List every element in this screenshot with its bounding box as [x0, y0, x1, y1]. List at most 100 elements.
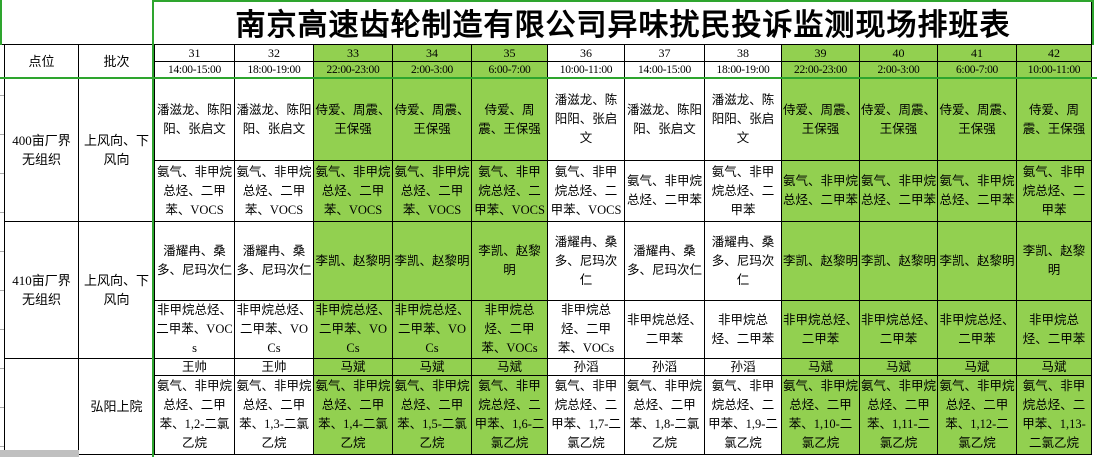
people-r2-c38[interactable]: 潘耀冉、桑多、尼玛次仁	[705, 222, 782, 301]
pollutants-r1-c32[interactable]: 氨气、非甲烷总烃、二甲苯、VOCS	[235, 161, 314, 222]
batch-no-38[interactable]: 38	[705, 45, 782, 62]
batch-no-31[interactable]: 31	[155, 45, 235, 62]
pollutants-r2-c42[interactable]: 非甲烷总烃、二甲苯	[1017, 301, 1092, 359]
batch-no-41[interactable]: 41	[938, 45, 1017, 62]
pollutants-r1-c41[interactable]: 氨气、非甲烷总烃、二甲苯	[938, 161, 1017, 222]
people-r2-c33[interactable]: 李凯、赵黎明	[314, 222, 393, 301]
people-r1-c36[interactable]: 潘滋龙、陈阳阳、张启文	[548, 79, 625, 161]
pollutants-r1-c40[interactable]: 氨气、非甲烷总烃、二甲苯	[860, 161, 938, 222]
batch-no-35[interactable]: 35	[472, 45, 548, 62]
pollutants-r3-c38[interactable]: 氨气、非甲烷总烃、二甲苯、1,9-二氯乙烷	[705, 376, 782, 455]
people-r1-c33[interactable]: 侍爱、周震、王保强	[314, 79, 393, 161]
batch-no-33[interactable]: 33	[314, 45, 393, 62]
people-r2-c36[interactable]: 潘耀冉、桑多、尼玛次仁	[548, 222, 625, 301]
pollutants-r3-c39[interactable]: 氨气、非甲烷总烃、二甲苯、1,10-二氯乙烷	[782, 376, 860, 455]
pollutants-r2-c39[interactable]: 非甲烷总烃、二甲苯	[782, 301, 860, 359]
pollutants-r1-c39[interactable]: 氨气、非甲烷总烃、二甲苯	[782, 161, 860, 222]
pollutants-r2-c36[interactable]: 非甲烷总烃、二甲苯、VOCs	[548, 301, 625, 359]
people-r1-c38[interactable]: 潘滋龙、陈阳阳、张启文	[705, 79, 782, 161]
time-34[interactable]: 2:00-3:00	[393, 62, 472, 79]
pollutants-r2-c33[interactable]: 非甲烷总烃、二甲苯、VOCs	[314, 301, 393, 359]
people-r2-c32[interactable]: 潘耀冉、桑多、尼玛次仁	[235, 222, 314, 301]
pollutants-r1-c38[interactable]: 氨气、非甲烷总烃、二甲苯	[705, 161, 782, 222]
pollutants-r3-c42[interactable]: 氨气、非甲烷总烃、二甲苯、1,13-二氯乙烷	[1017, 376, 1092, 455]
top-left-blank-cell[interactable]	[0, 0, 155, 45]
header-point[interactable]: 点位	[4, 45, 79, 79]
pollutants-r2-c41[interactable]: 非甲烷总烃、二甲苯	[938, 301, 1017, 359]
people-r3-c42[interactable]: 马斌	[1017, 359, 1092, 376]
people-r1-c35[interactable]: 侍爱、周震、王保强	[472, 79, 548, 161]
pollutants-r3-c34[interactable]: 氨气、非甲烷总烃、二甲苯、1,5-二氯乙烷	[393, 376, 472, 455]
pollutants-r2-c32[interactable]: 非甲烷总烃、二甲苯、VOCs	[235, 301, 314, 359]
people-r1-c40[interactable]: 侍爱、周震、王保强	[860, 79, 938, 161]
table-title[interactable]: 南京高速齿轮制造有限公司异味扰民投诉监测现场排班表	[155, 0, 1092, 45]
pollutants-r2-c35[interactable]: 非甲烷总烃、二甲苯、VOCs	[472, 301, 548, 359]
pollutants-r2-c31[interactable]: 非甲烷总烃、二甲苯、VOCs	[155, 301, 235, 359]
pollutants-r2-c37[interactable]: 非甲烷总烃、二甲苯	[625, 301, 705, 359]
pollutants-r3-c32[interactable]: 氨气、非甲烷总烃、二甲苯、1,3-二氯乙烷	[235, 376, 314, 455]
people-r3-c35[interactable]: 马斌	[472, 359, 548, 376]
pollutants-r3-c33[interactable]: 氨气、非甲烷总烃、二甲苯、1,4-二氯乙烷	[314, 376, 393, 455]
people-r2-c34[interactable]: 李凯、赵黎明	[393, 222, 472, 301]
people-r3-c32[interactable]: 王帅	[235, 359, 314, 376]
people-r2-c40[interactable]: 李凯、赵黎明	[860, 222, 938, 301]
people-r2-c39[interactable]: 李凯、赵黎明	[782, 222, 860, 301]
people-r1-c37[interactable]: 潘滋龙、陈阳阳、张启文	[625, 79, 705, 161]
people-r1-c42[interactable]: 侍爱、周震、王保强	[1017, 79, 1092, 161]
batch-410mu[interactable]: 上风向、下风向	[79, 222, 155, 359]
people-r1-c39[interactable]: 侍爱、周震、王保强	[782, 79, 860, 161]
people-r3-c40[interactable]: 马斌	[860, 359, 938, 376]
batch-no-36[interactable]: 36	[548, 45, 625, 62]
batch-no-37[interactable]: 37	[625, 45, 705, 62]
pollutants-r2-c34[interactable]: 非甲烷总烃、二甲苯、VOCs	[393, 301, 472, 359]
batch-no-32[interactable]: 32	[235, 45, 314, 62]
pollutants-r1-c33[interactable]: 氨气、非甲烷总烃、二甲苯、VOCS	[314, 161, 393, 222]
batch-no-39[interactable]: 39	[782, 45, 860, 62]
pollutants-r2-c40[interactable]: 非甲烷总烃、二甲苯	[860, 301, 938, 359]
batch-hongyang[interactable]: 弘阳上院	[79, 359, 155, 455]
batch-400mu[interactable]: 上风向、下风向	[79, 79, 155, 222]
people-r1-c32[interactable]: 潘滋龙、陈阳阳、张启文	[235, 79, 314, 161]
time-36[interactable]: 10:00-11:00	[548, 62, 625, 79]
people-r3-c41[interactable]: 马斌	[938, 359, 1017, 376]
pollutants-r1-c42[interactable]: 氨气、非甲烷总烃、二甲苯	[1017, 161, 1092, 222]
people-r3-c34[interactable]: 马斌	[393, 359, 472, 376]
pollutants-r1-c34[interactable]: 氨气、非甲烷总烃、二甲苯、VOCS	[393, 161, 472, 222]
time-42[interactable]: 10:00-11:00	[1017, 62, 1092, 79]
people-r3-c31[interactable]: 王帅	[155, 359, 235, 376]
people-r3-c39[interactable]: 马斌	[782, 359, 860, 376]
pollutants-r3-c36[interactable]: 氨气、非甲烷总烃、二甲苯、1,7-二氯乙烷	[548, 376, 625, 455]
pollutants-r3-c40[interactable]: 氨气、非甲烷总烃、二甲苯、1,11-二氯乙烷	[860, 376, 938, 455]
pollutants-r1-c35[interactable]: 氨气、非甲烷总烃、二甲苯、VOCS	[472, 161, 548, 222]
pollutants-r1-c36[interactable]: 氨气、非甲烷总烃、二甲苯、VOCS	[548, 161, 625, 222]
pollutants-r2-c38[interactable]: 非甲烷总烃、二甲苯	[705, 301, 782, 359]
people-r3-c36[interactable]: 孙滔	[548, 359, 625, 376]
point-410mu[interactable]: 410亩厂界无组织	[4, 222, 79, 359]
people-r1-c31[interactable]: 潘滋龙、陈阳阳、张启文	[155, 79, 235, 161]
selection-right-border	[1092, 0, 1094, 45]
people-r2-c37[interactable]: 潘耀冉、桑多、尼玛次仁	[625, 222, 705, 301]
people-r2-c31[interactable]: 潘耀冉、桑多、尼玛次仁	[155, 222, 235, 301]
pollutants-r3-c37[interactable]: 氨气、非甲烷总烃、二甲苯、1,8-二氯乙烷	[625, 376, 705, 455]
batch-no-34[interactable]: 34	[393, 45, 472, 62]
header-batch[interactable]: 批次	[79, 45, 155, 79]
people-r3-c38[interactable]: 孙滔	[705, 359, 782, 376]
time-39[interactable]: 22:00-23:00	[782, 62, 860, 79]
point-hongyang[interactable]	[4, 359, 79, 455]
people-r2-c35[interactable]: 李凯、赵黎明	[472, 222, 548, 301]
batch-no-42[interactable]: 42	[1017, 45, 1092, 62]
people-r3-c37[interactable]: 孙滔	[625, 359, 705, 376]
people-r1-c34[interactable]: 侍爱、周震、王保强	[393, 79, 472, 161]
people-r3-c33[interactable]: 马斌	[314, 359, 393, 376]
batch-no-40[interactable]: 40	[860, 45, 938, 62]
point-400mu[interactable]: 400亩厂界无组织	[4, 79, 79, 222]
people-r2-c42[interactable]: 李凯、赵黎明	[1017, 222, 1092, 301]
people-r1-c41[interactable]: 侍爱、周震、王保强	[938, 79, 1017, 161]
people-r2-c41[interactable]: 李凯、赵黎明	[938, 222, 1017, 301]
pollutants-r3-c31[interactable]: 氨气、非甲烷总烃、二甲苯、1,2-二氯乙烷	[155, 376, 235, 455]
time-40[interactable]: 2:00-3:00	[860, 62, 938, 79]
pollutants-r3-c41[interactable]: 氨气、非甲烷总烃、二甲苯、1,12-二氯乙烷	[938, 376, 1017, 455]
pollutants-r1-c37[interactable]: 氨气、非甲烷总烃、二甲苯	[625, 161, 705, 222]
pollutants-r3-c35[interactable]: 氨气、非甲烷总烃、二甲苯、1,6-二氯乙烷	[472, 376, 548, 455]
pollutants-r1-c31[interactable]: 氨气、非甲烷总烃、二甲苯、VOCS	[155, 161, 235, 222]
